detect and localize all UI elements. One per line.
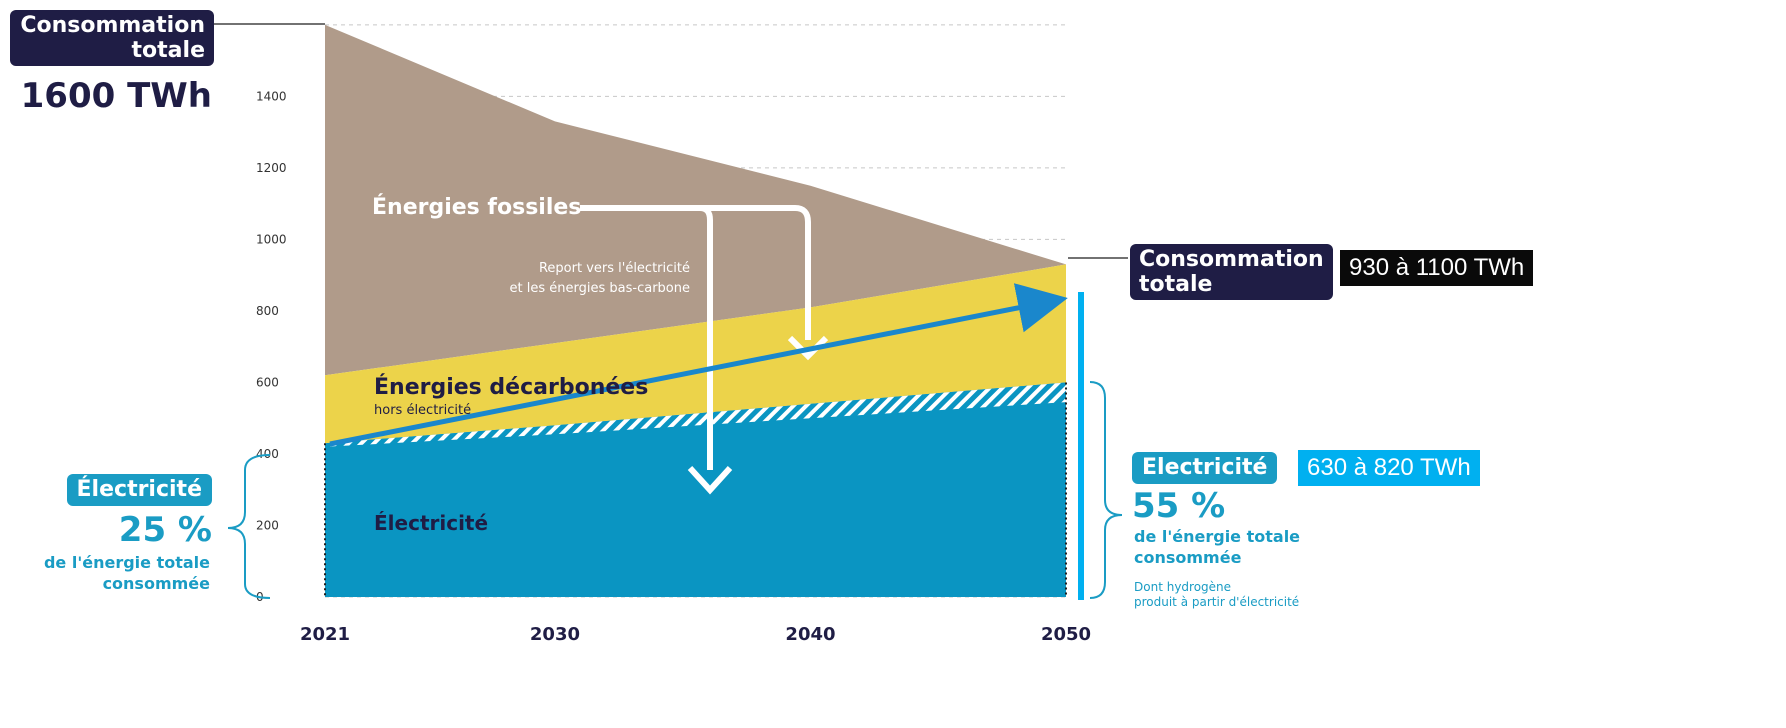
total-label-2050: Consommation totale: [1130, 244, 1333, 300]
elec-desc-left: de l'énergie totale consommée: [44, 552, 210, 594]
total-label-right-line1: Consommation: [1139, 247, 1324, 272]
y-tick-label: 200: [256, 518, 279, 532]
label-report-line1: Report vers l'électricité: [539, 261, 690, 276]
chart-overlays: Énergies fossiles Report vers l'électrici…: [200, 23, 1128, 600]
x-tick-label: 2021: [300, 624, 350, 645]
chart-areas: [325, 24, 1066, 597]
total-label-line1: Consommation: [20, 13, 205, 38]
y-tick-label: 1400: [256, 89, 287, 103]
elec-desc-left-line1: de l'énergie totale: [43, 553, 210, 572]
y-tick-label: 800: [256, 304, 279, 318]
elec-badge-right: Electricité: [1132, 452, 1278, 484]
elec-pct-left: 25 %: [118, 510, 212, 550]
hydrogen-note-line1: Dont hydrogène: [1134, 580, 1232, 594]
label-report-line2: et les énergies bas-carbone: [510, 281, 690, 296]
elec-desc-right: de l'énergie totale consommée: [1134, 526, 1300, 568]
area-fossil: [325, 24, 1066, 376]
area-hydrogen: [325, 382, 1066, 447]
brace-right: [1089, 381, 1123, 599]
flow-arrow-head-electricity: [687, 465, 733, 495]
y-tick-label: 600: [256, 375, 279, 389]
x-tick-label: 2040: [785, 624, 835, 645]
total-label-line2: totale: [131, 38, 205, 63]
total-label-right-line2: totale: [1139, 272, 1213, 297]
label-fossil: Énergies fossiles: [372, 194, 581, 220]
elec-desc-right-line1: de l'énergie totale: [1134, 527, 1301, 546]
flow-arrow-head-decarbonated: [787, 335, 829, 361]
total-label-2021: Consommation totale: [10, 10, 214, 66]
y-tick-label: 1200: [256, 161, 287, 175]
y-tick-label: 1000: [256, 232, 287, 246]
area-decarbonated: [325, 264, 1066, 444]
elec-desc-right-line2: consommée: [1134, 548, 1242, 567]
hydrogen-note-line2: produit à partir d'électricité: [1134, 595, 1300, 609]
label-decarbonated: Énergies décarbonées: [374, 374, 648, 400]
elec-badge-left: Électricité: [66, 474, 212, 506]
elec-desc-left-line2: consommée: [102, 574, 210, 593]
flow-arrow-decarbonated: [700, 205, 811, 340]
total-range-annotation: 930 à 1100 TWh: [1340, 250, 1534, 286]
elec-range-annotation: 630 à 820 TWh: [1298, 450, 1480, 486]
elec-pct-right: 55 %: [1132, 486, 1226, 526]
label-electricity: Électricité: [374, 511, 488, 535]
brace-left: [227, 454, 271, 599]
y-tick-label: 400: [256, 447, 279, 461]
total-value-2021: 1600 TWh: [20, 76, 212, 116]
x-tick-label: 2050: [1041, 624, 1091, 645]
hydrogen-note: Dont hydrogène produit à partir d'électr…: [1134, 580, 1299, 610]
x-tick-label: 2030: [530, 624, 580, 645]
label-decarbonated-sub: hors électricité: [374, 403, 471, 418]
trend-arrow: [329, 283, 1068, 447]
